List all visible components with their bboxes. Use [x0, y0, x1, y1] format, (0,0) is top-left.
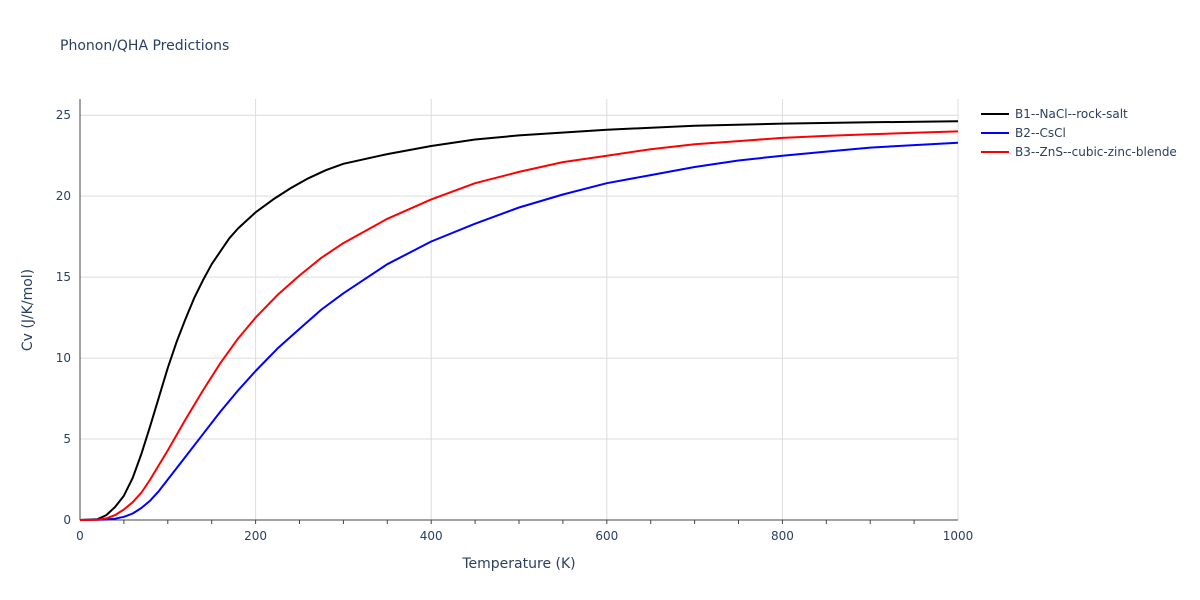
series-line-2 — [79, 141, 959, 521]
y-tick-label: 5 — [63, 432, 71, 446]
legend-label: B3--ZnS--cubic-zinc-blende — [1015, 145, 1177, 159]
x-tick-label: 400 — [420, 529, 443, 543]
grid — [80, 99, 959, 520]
y-axis-title: Cv (J/K/mol) — [20, 269, 36, 351]
y-tick-label: 15 — [56, 270, 71, 284]
series-lines — [79, 120, 959, 521]
y-tick-label: 25 — [56, 108, 71, 122]
x-tick-label: 800 — [771, 529, 794, 543]
legend-item[interactable]: B1--NaCl--rock-salt — [981, 107, 1128, 121]
chart-title: Phonon/QHA Predictions — [60, 38, 229, 54]
legend-item[interactable]: B3--ZnS--cubic-zinc-blende — [981, 145, 1177, 159]
legend[interactable]: B1--NaCl--rock-salt B2--CsCl B3--ZnS--cubi… — [981, 107, 1177, 159]
y-tick-label: 10 — [56, 351, 71, 365]
y-tick-label: 20 — [56, 189, 71, 203]
series-line-3 — [79, 130, 959, 521]
legend-label: B2--CsCl — [1015, 126, 1066, 140]
y-tick-labels: 0 5 10 15 20 25 — [56, 108, 71, 527]
series-line-1 — [79, 120, 959, 521]
x-tick-label: 0 — [76, 529, 84, 543]
legend-label: B1--NaCl--rock-salt — [1015, 107, 1128, 121]
y-tick-label: 0 — [63, 513, 71, 527]
x-axis-title: Temperature (K) — [461, 556, 575, 572]
x-tick-labels: 0 200 400 600 800 1000 — [76, 520, 973, 543]
x-tick-label: 600 — [595, 529, 618, 543]
legend-item[interactable]: B2--CsCl — [981, 126, 1066, 140]
x-tick-label: 200 — [244, 529, 267, 543]
x-tick-label: 1000 — [943, 529, 974, 543]
